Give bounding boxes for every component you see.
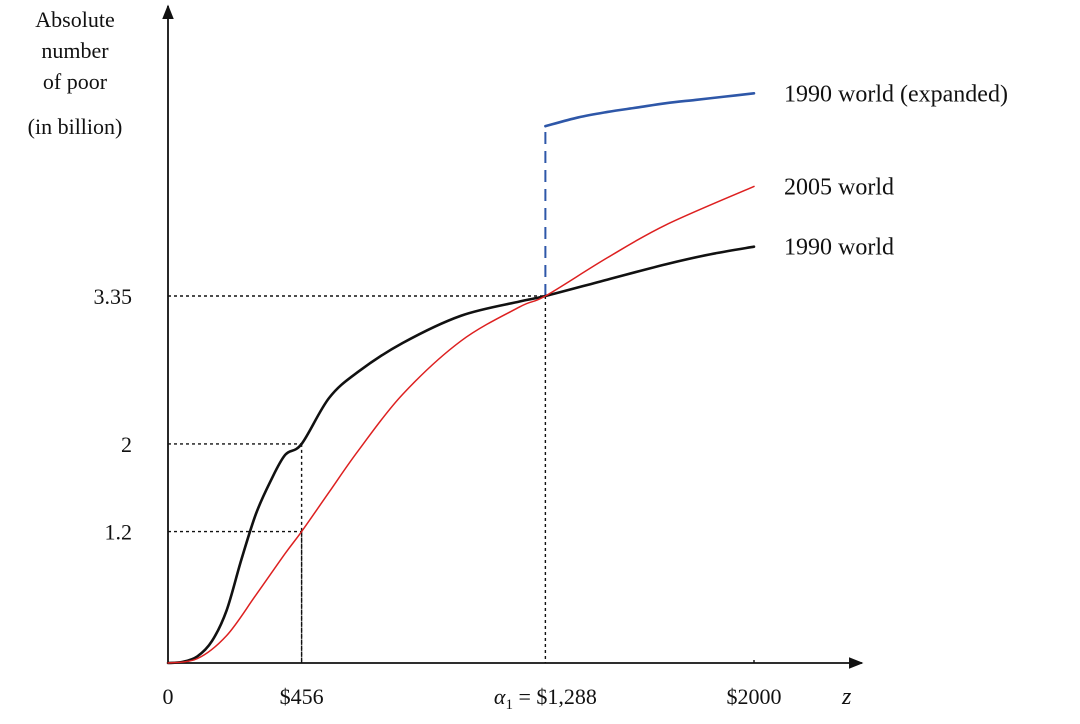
- guide-lines: [168, 126, 755, 663]
- y-axis-label-line-4: (in billion): [28, 114, 123, 139]
- series-line-1990-world-expanded-: [544, 92, 756, 128]
- series-labels: 1990 world 2005 world 1990 world (expanded…: [784, 81, 1008, 260]
- series-label-1: 2005 world: [784, 174, 894, 200]
- y-tick-label-1: 2: [121, 432, 132, 457]
- x-axis-label: z: [841, 684, 852, 710]
- tick-labels: 1.2 2 3.35 0 $456 α1 = $1,288 $2000: [94, 284, 782, 713]
- x-tick-label-1: $456: [280, 684, 324, 709]
- y-axis-label-line-2: number: [41, 38, 109, 63]
- series-line-2005-world: [167, 185, 755, 664]
- y-axis-label-line-3: of poor: [43, 69, 108, 94]
- y-tick-label-0: 1.2: [105, 520, 133, 545]
- series-layer: [166, 92, 756, 665]
- x-tick-label-2: α1 = $1,288: [494, 684, 597, 713]
- y-axis-label-line-1: Absolute: [35, 7, 114, 32]
- series-label-0: 1990 world: [784, 235, 894, 261]
- y-tick-label-2: 3.35: [94, 284, 133, 309]
- x-tick-label-3: $2000: [727, 684, 782, 709]
- x-tick-label-0: 0: [163, 684, 174, 709]
- series-label-2: 1990 world (expanded): [784, 81, 1008, 107]
- series-line-1990-world: [166, 245, 756, 665]
